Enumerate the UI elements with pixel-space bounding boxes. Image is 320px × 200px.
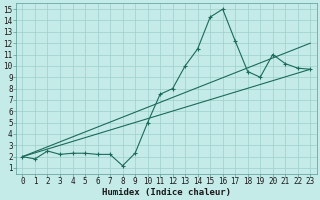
X-axis label: Humidex (Indice chaleur): Humidex (Indice chaleur) [102,188,231,197]
